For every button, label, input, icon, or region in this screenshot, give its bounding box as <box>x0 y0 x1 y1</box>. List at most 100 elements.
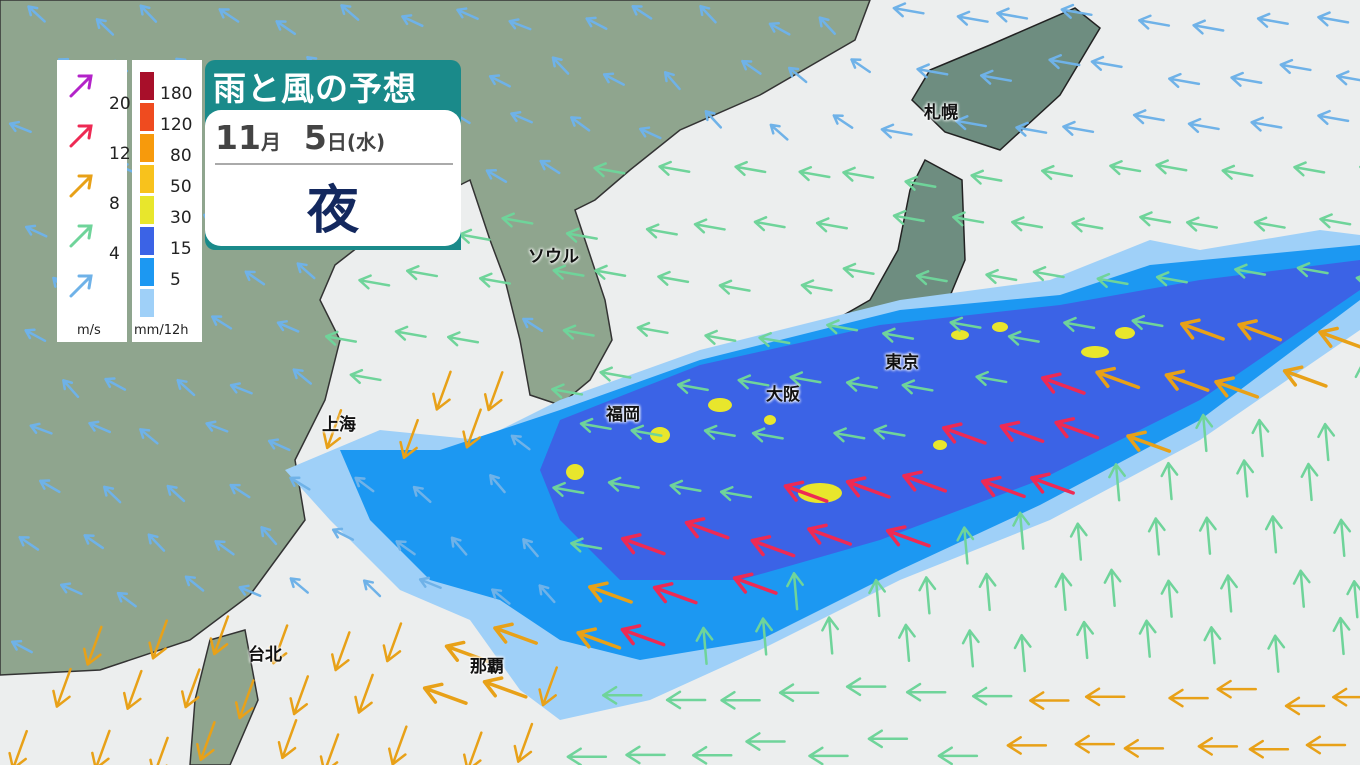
wind-arrow <box>566 747 608 765</box>
wind-arrow <box>209 615 230 656</box>
wind-arrow <box>1126 430 1172 453</box>
forecast-date-panel: 11月 5日(水) 夜 <box>205 110 461 246</box>
wind-arrow <box>695 626 714 666</box>
wind-arrow <box>1221 164 1254 180</box>
wind-arrow <box>783 480 829 503</box>
wind-arrow <box>1220 574 1238 613</box>
city-label-osaka: 大阪 <box>766 385 800 405</box>
wind-arrow <box>1013 633 1032 673</box>
wind-arrow <box>691 745 733 765</box>
wind-arrow <box>1048 53 1081 70</box>
rain-legend-swatch <box>140 258 154 286</box>
wind-arrow <box>751 427 784 443</box>
wind-arrow <box>1332 687 1360 707</box>
wind-arrow <box>462 408 482 449</box>
wind-arrow <box>1040 372 1086 395</box>
wind-arrow <box>1236 459 1255 498</box>
wind-arrow <box>59 582 83 596</box>
wind-arrow <box>324 330 358 346</box>
wind-arrow <box>1237 319 1283 342</box>
wind-arrow <box>1060 3 1093 19</box>
wind-arrow <box>1214 376 1260 399</box>
wind-arrow <box>552 481 585 498</box>
rain-legend-swatch <box>140 165 154 193</box>
wind-arrow <box>956 526 975 565</box>
wind-arrow <box>1076 620 1095 660</box>
wind-arrow <box>260 526 278 546</box>
wind-arrow <box>444 640 490 664</box>
wind-arrow <box>148 619 168 660</box>
wind-arrow <box>322 409 343 450</box>
wind-arrow <box>1185 216 1218 232</box>
wind-arrow <box>1195 413 1214 453</box>
month-unit: 月 <box>260 130 281 154</box>
city-label-taipei: 台北 <box>248 645 282 665</box>
wind-arrow <box>493 622 538 645</box>
wind-arrow <box>1168 688 1209 708</box>
wind-arrow <box>149 736 169 765</box>
wind-arrow <box>1319 213 1352 229</box>
rain-legend-value: 80 <box>170 146 192 166</box>
wind-arrow <box>1318 326 1360 349</box>
wind-arrow <box>24 328 47 343</box>
wind-arrow <box>1300 462 1319 502</box>
city-label-naha: 那覇 <box>470 657 504 677</box>
wind-arrow <box>758 331 791 348</box>
wind-arrow <box>892 209 925 226</box>
wind-arrow <box>676 378 709 394</box>
forecast-period: 夜 <box>306 181 359 241</box>
city-label-tokyo: 東京 <box>885 353 919 373</box>
wind-arrow <box>11 639 33 654</box>
wind-arrow <box>399 418 419 460</box>
wind-arrow <box>340 4 360 21</box>
wind-arrow <box>501 212 534 228</box>
wind-arrow <box>1007 330 1040 346</box>
wind-arrow <box>62 379 80 399</box>
wind-arrow <box>699 4 717 24</box>
wind-arrow <box>229 382 253 395</box>
wind-arrow <box>873 424 906 440</box>
wind-arrow <box>832 114 854 129</box>
day: 5 <box>303 118 327 157</box>
wind-arrow <box>211 315 233 330</box>
wind-arrow <box>91 729 111 765</box>
wind-arrow <box>482 676 528 699</box>
wind-arrow <box>491 588 511 605</box>
wind-arrow <box>602 72 625 86</box>
wind-arrow <box>916 63 949 79</box>
city-label-sapporo: 札幌 <box>924 103 958 123</box>
wind-arrow <box>980 475 1026 499</box>
wind-arrow <box>418 576 442 589</box>
forecast-title: 雨と風の予想 <box>213 69 417 108</box>
wind-arrow <box>1147 517 1166 556</box>
wind-arrow <box>229 483 251 499</box>
wind-arrow <box>902 470 948 493</box>
city-label-seoul: ソウル <box>528 247 579 267</box>
wind-arrow <box>636 321 669 337</box>
wind-arrow-icon <box>69 124 93 148</box>
wind-arrow <box>601 685 643 705</box>
wind-arrow <box>630 424 663 440</box>
wind-arrow <box>897 623 916 662</box>
wind-arrow <box>1155 159 1188 175</box>
wind-arrow <box>1006 736 1048 755</box>
wind-arrow <box>1296 262 1329 278</box>
wind-arrow <box>786 572 804 611</box>
wind-arrow <box>1293 161 1326 177</box>
wind-arrow <box>184 575 205 592</box>
wind-arrow <box>669 479 702 495</box>
wind-arrow <box>166 484 186 503</box>
wind-arrow <box>1011 216 1044 232</box>
wind-arrow <box>734 160 767 177</box>
wind-arrow <box>1040 164 1074 181</box>
wind-arrow <box>122 669 143 710</box>
wind-arrow <box>539 159 561 175</box>
wind-legend-item: 4 <box>67 220 127 270</box>
wind-arrow <box>214 540 235 556</box>
wind-arrow <box>244 270 266 286</box>
wind-arrow <box>1180 318 1225 341</box>
wind-arrow <box>289 577 309 594</box>
rain-legend-value: 50 <box>170 177 192 197</box>
rain-legend-value: 120 <box>160 115 193 135</box>
